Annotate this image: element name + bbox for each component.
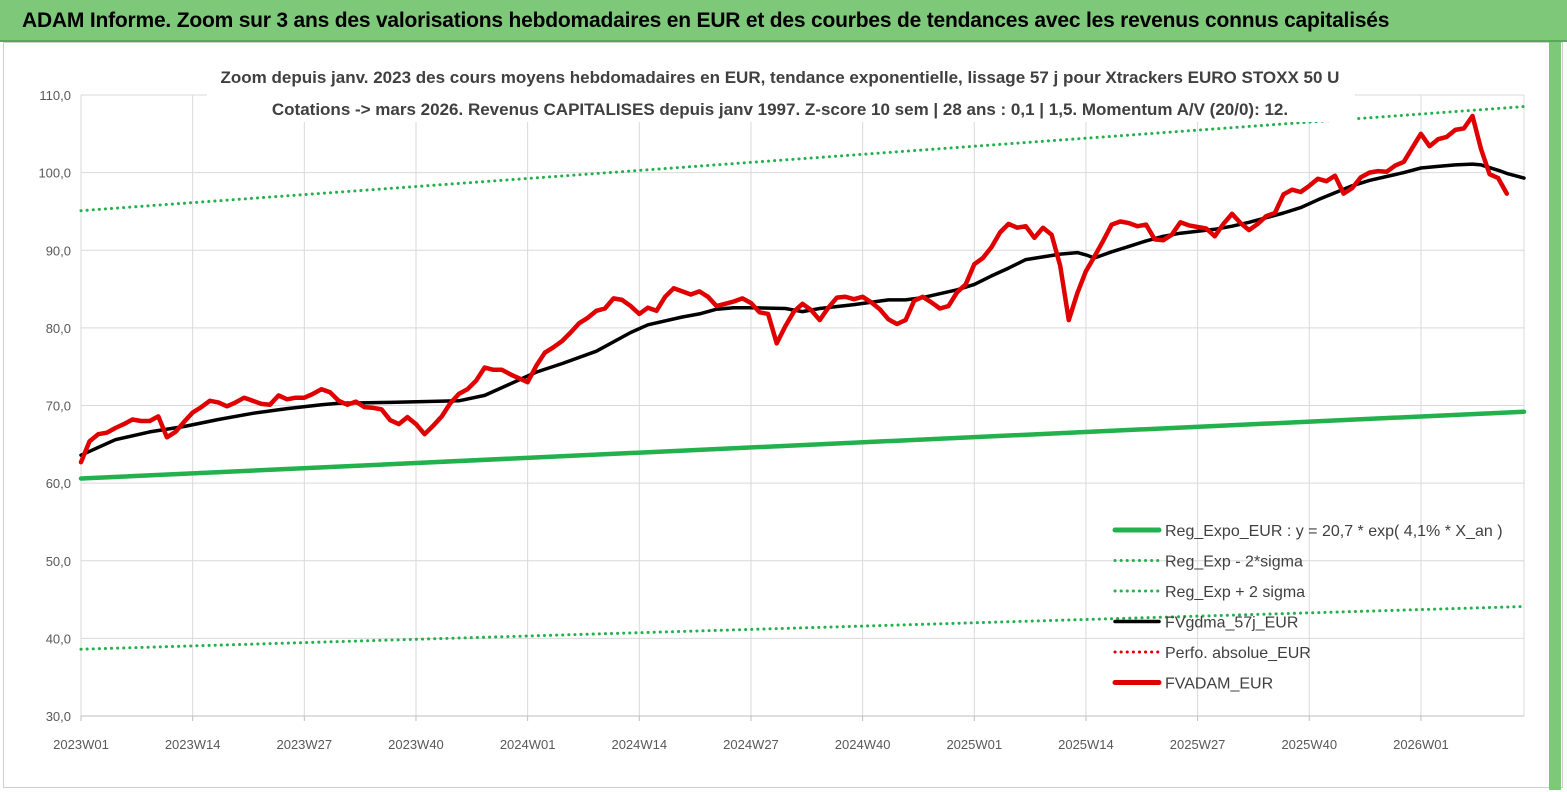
x-tick-label: 2025W14 (1058, 737, 1114, 752)
chart-title-background (207, 60, 1355, 122)
legend-label-6: FVADAM_EUR (1165, 676, 1273, 693)
legend-label-4: FVgdma_57j_EUR (1165, 615, 1298, 632)
axes: 30,0 40,0 50,0 60,0 70,0 80,0 90,0 100,0 110,0 20… (38, 88, 1524, 752)
chart-title-line-1: Zoom depuis janv. 2023 des cours moyens … (221, 68, 1340, 87)
y-tick-label: 60,0 (46, 476, 71, 491)
chart-frame (3, 42, 1563, 788)
legend-label-5: Perfo. absolue_EUR (1165, 645, 1311, 662)
x-tick-label: 2025W01 (946, 737, 1002, 752)
x-tick-label: 2023W27 (276, 737, 332, 752)
series-line-4 (79, 162, 1526, 457)
x-tick-label: 2024W40 (835, 737, 891, 752)
series-line-2 (79, 605, 1526, 651)
x-tick-label: 2023W01 (53, 737, 109, 752)
x-tick-label: 2023W40 (388, 737, 444, 752)
x-tick-label: 2023W14 (165, 737, 221, 752)
series-line-1 (78, 409, 1527, 481)
series-line-6 (78, 113, 1510, 465)
x-tick-label: 2024W27 (723, 737, 779, 752)
report-title: ADAM Informe. Zoom sur 3 ans des valoris… (22, 9, 1390, 32)
chart-title-line-2: Cotations -> mars 2026. Revenus CAPITALI… (272, 100, 1288, 119)
x-tick-label: 2026W01 (1393, 737, 1449, 752)
series-lines (78, 105, 1527, 651)
x-tick-label: 2025W40 (1281, 737, 1337, 752)
y-tick-label: 100,0 (38, 166, 71, 181)
y-tick-label: 70,0 (46, 399, 71, 414)
legend-label-2: Reg_Exp - 2*sigma (1165, 554, 1303, 571)
x-tick-label: 2025W27 (1170, 737, 1226, 752)
y-tick-label: 80,0 (46, 321, 71, 336)
x-tick-label: 2024W14 (611, 737, 667, 752)
legend-label-3: Reg_Exp + 2 sigma (1165, 584, 1305, 601)
series-line-3 (79, 105, 1526, 213)
chart-legend: Reg_Expo_EUR : y = 20,7 * exp( 4,1% * X_… (1112, 523, 1503, 693)
y-tick-label: 90,0 (46, 243, 71, 258)
report-banner: ADAM Informe. Zoom sur 3 ans des valoris… (0, 0, 1567, 42)
y-tick-label: 30,0 (46, 709, 71, 724)
y-tick-label: 40,0 (46, 631, 71, 646)
right-edge-strip (1549, 42, 1561, 790)
y-tick-label: 50,0 (46, 554, 71, 569)
legend-label-1: Reg_Expo_EUR : y = 20,7 * exp( 4,1% * X_… (1165, 523, 1503, 540)
chart-title-block: Zoom depuis janv. 2023 des cours moyens … (207, 60, 1355, 122)
y-tick-label: 110,0 (39, 88, 71, 103)
x-tick-label: 2024W01 (500, 737, 556, 752)
grid-lines (80, 94, 1525, 717)
